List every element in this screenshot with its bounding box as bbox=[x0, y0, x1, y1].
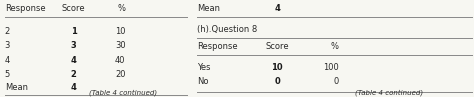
Text: 4: 4 bbox=[71, 83, 76, 92]
Text: 1: 1 bbox=[71, 27, 76, 36]
Text: 4: 4 bbox=[5, 56, 10, 65]
Text: 30: 30 bbox=[115, 41, 126, 50]
Text: 4: 4 bbox=[274, 4, 280, 13]
Text: 2: 2 bbox=[71, 70, 76, 79]
Text: 10: 10 bbox=[115, 27, 126, 36]
Text: 3: 3 bbox=[71, 41, 76, 50]
Text: Score: Score bbox=[265, 42, 289, 51]
Text: 20: 20 bbox=[115, 70, 126, 79]
Text: Response: Response bbox=[197, 42, 237, 51]
Text: (Table 4 continued): (Table 4 continued) bbox=[355, 89, 423, 96]
Text: 3: 3 bbox=[5, 41, 10, 50]
Text: %: % bbox=[331, 42, 339, 51]
Text: (h).Question 8: (h).Question 8 bbox=[197, 25, 257, 34]
Text: Score: Score bbox=[62, 4, 85, 13]
Text: 10: 10 bbox=[272, 63, 283, 72]
Text: %: % bbox=[118, 4, 126, 13]
Text: Yes: Yes bbox=[197, 63, 210, 72]
Text: Mean: Mean bbox=[197, 4, 220, 13]
Text: 0: 0 bbox=[274, 77, 280, 86]
Text: 2: 2 bbox=[5, 27, 10, 36]
Text: 0: 0 bbox=[334, 77, 339, 86]
Text: No: No bbox=[197, 77, 208, 86]
Text: 40: 40 bbox=[115, 56, 126, 65]
Text: 100: 100 bbox=[323, 63, 339, 72]
Text: Mean: Mean bbox=[5, 83, 28, 92]
Text: 4: 4 bbox=[71, 56, 76, 65]
Text: (Table 4 continued): (Table 4 continued) bbox=[89, 89, 157, 96]
Text: Response: Response bbox=[5, 4, 46, 13]
Text: 5: 5 bbox=[5, 70, 10, 79]
